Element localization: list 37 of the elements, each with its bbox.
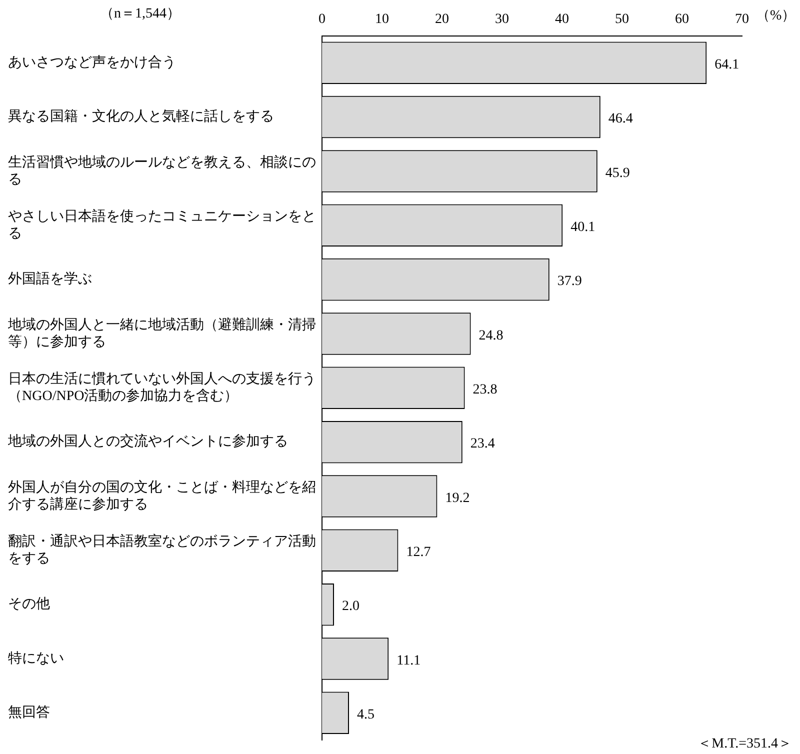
data-label: 2.0 bbox=[342, 599, 360, 614]
x-tick-label: 0 bbox=[318, 12, 326, 28]
data-label: 11.1 bbox=[396, 653, 421, 668]
data-label: 24.8 bbox=[478, 328, 504, 344]
y-tick-label: やさしい日本語を使ったコミュニケーションをとる bbox=[8, 208, 316, 242]
x-tick-label: 30 bbox=[495, 12, 509, 28]
x-tick-label: 40 bbox=[555, 12, 569, 28]
y-tick-label: 外国語を学ぶ bbox=[8, 271, 92, 288]
y-tick-label: 地域の外国人と一緒に地域活動（避難訓練・清掃等）に参加する bbox=[7, 317, 316, 350]
x-tick-label: 10 bbox=[375, 12, 389, 28]
text: （n＝1,544） bbox=[100, 6, 180, 22]
x-tick-label: 70 bbox=[735, 12, 749, 28]
y-tick-label: 翻訳・通訳や日本語教室などのボランティア活動をする bbox=[8, 534, 316, 566]
y-tick-label: 異なる国籍・文化の人と気軽に話しをする bbox=[8, 108, 274, 125]
x-axis-title: （%） bbox=[756, 8, 796, 24]
data-label: 23.4 bbox=[470, 436, 495, 452]
y-tick-label: 生活習慣や地域のルールなどを教える、相談にのる bbox=[8, 154, 316, 188]
y-tick-label: その他 bbox=[8, 596, 50, 612]
data-label: 46.4 bbox=[608, 112, 633, 127]
data-label: 19.2 bbox=[445, 490, 470, 506]
data-label: 23.8 bbox=[472, 382, 498, 398]
data-label: 4.5 bbox=[357, 708, 374, 723]
y-tick-label: 地域の外国人との交流やイベントに参加する bbox=[7, 434, 288, 450]
data-label: 40.1 bbox=[570, 220, 596, 236]
y-tick-label: 外国人が自分の国の文化・ことば・料理などを紹介する講座に参加する bbox=[8, 480, 316, 512]
y-tick-label: 日本の生活に慣れていない外国人への支援を行う（NGO/NPO活動の参加協力を含む） bbox=[8, 371, 316, 404]
data-label: 12.7 bbox=[406, 545, 431, 560]
data-label: 45.9 bbox=[605, 166, 630, 181]
y-tick-label: 無回答 bbox=[8, 704, 50, 721]
y-tick-label: あいさつなど声をかけ合う bbox=[8, 54, 176, 71]
data-label: 37.9 bbox=[557, 274, 582, 290]
x-tick-label: 50 bbox=[615, 12, 629, 28]
x-tick-label: 20 bbox=[435, 12, 449, 28]
y-tick-label: 特にない bbox=[8, 650, 64, 666]
data-label: 64.1 bbox=[714, 58, 740, 73]
x-tick-label: 60 bbox=[675, 12, 689, 28]
annotation: ＜M.T.=351.4＞ bbox=[698, 736, 792, 752]
